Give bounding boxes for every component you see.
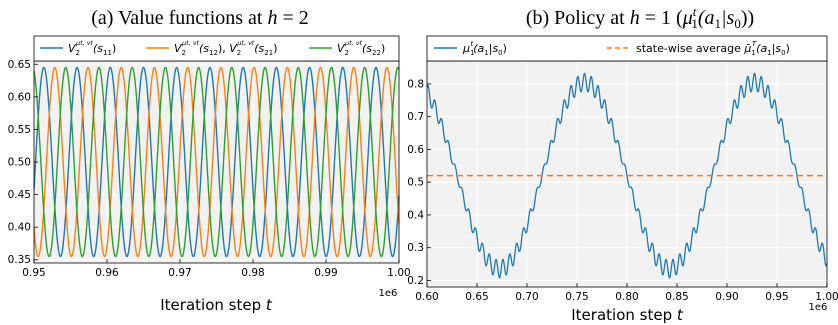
panel-a-ytick-label: 0.35 xyxy=(8,254,31,266)
panel-a-xtick-label: 0.97 xyxy=(168,267,191,279)
panel-a-xtick-label: 0.96 xyxy=(95,267,119,279)
panel-b-ytick-label: 0.4 xyxy=(407,209,424,221)
panel-b-xtick-label: 0.85 xyxy=(665,291,688,303)
panel-a-xlabel: Iteration step t xyxy=(160,296,273,314)
panel-a-legend-s12-s21: V2μt, νt(s12), V2μt, νt(s21) xyxy=(174,39,278,57)
panel-a-ytick-label: 0.45 xyxy=(8,189,31,201)
panel-a-ytick-label: 0.60 xyxy=(8,91,31,103)
panel-b-legend-average: state-wise average μ̄1T(a1|s0) xyxy=(636,40,790,57)
panel-a-legend-s11: V2μt, νt(s11) xyxy=(68,39,116,57)
panel-b-ytick-label: 0.5 xyxy=(407,177,424,189)
panel-b-ytick-label: 0.2 xyxy=(407,275,424,287)
panel-a-ytick-label: 0.40 xyxy=(8,222,31,234)
panel-b-xtick-label: 0.90 xyxy=(715,291,738,303)
panel-b-grid xyxy=(426,61,828,287)
panel-b-ticks: 0.60 0.65 0.70 0.75 0.80 0.85 0.90 0.95 1.00 0.2 0… xyxy=(407,78,838,303)
panel-a-ytick-label: 0.55 xyxy=(8,124,31,136)
panel-a-series-s12-s21 xyxy=(33,66,400,258)
panel-b-title: (b) Policy at h = 1 (μt 1(a1|s0)) xyxy=(526,4,754,31)
panel-a-xtick-label: 0.95 xyxy=(22,267,45,279)
panel-b-xtick-label: 1.00 xyxy=(815,291,838,303)
panel-a-series xyxy=(33,66,400,258)
panel-b-series xyxy=(426,72,828,279)
panel-a-legend-frame xyxy=(33,35,400,62)
panel-b-xtick-label: 0.60 xyxy=(415,291,438,303)
panel-b-ytick-label: 0.7 xyxy=(407,111,424,123)
panel-a-series-s22 xyxy=(33,66,400,258)
panel-a: 0.95 0.96 0.97 0.98 0.99 1.00 0.35 0.40 0.45 0.50… xyxy=(8,35,411,314)
panel-b-xtick-label: 0.95 xyxy=(765,291,788,303)
panel-a-ytick-label: 0.50 xyxy=(8,157,31,169)
panel-b-ytick-label: 0.6 xyxy=(407,144,424,156)
panel-b: 0.60 0.65 0.70 0.75 0.80 0.85 0.90 0.95 1.00 0.2 0… xyxy=(407,35,838,324)
panel-b-xtick-label: 0.80 xyxy=(615,291,638,303)
panel-b-legend-policy: μ1t(a1|s0) xyxy=(462,40,507,57)
panel-a-ticks: 0.95 0.96 0.97 0.98 0.99 1.00 0.35 0.40 0.45 0.50… xyxy=(8,59,411,279)
panel-a-ytick-label: 0.65 xyxy=(8,59,31,71)
panel-b-xtick-label: 0.75 xyxy=(565,291,588,303)
panel-b-ytick-label: 0.8 xyxy=(407,78,424,90)
panel-b-x-offset: 1e6 xyxy=(809,302,828,313)
panel-b-ytick-label: 0.3 xyxy=(407,242,424,254)
panel-b-xtick-label: 0.70 xyxy=(515,291,538,303)
panel-a-legend-s22: V2μt, νt(s22) xyxy=(337,39,385,57)
panel-a-xtick-label: 1.00 xyxy=(387,267,410,279)
panel-a-title: (a) Value functions at h = 2 xyxy=(91,7,309,29)
panel-a-x-offset: 1e6 xyxy=(379,288,398,299)
panel-b-xlabel: Iteration step t xyxy=(571,306,684,324)
panel-a-xtick-label: 0.98 xyxy=(241,267,264,279)
panel-b-xtick-label: 0.65 xyxy=(465,291,488,303)
panel-a-series-s11 xyxy=(33,66,400,258)
panel-a-xtick-label: 0.99 xyxy=(314,267,337,279)
